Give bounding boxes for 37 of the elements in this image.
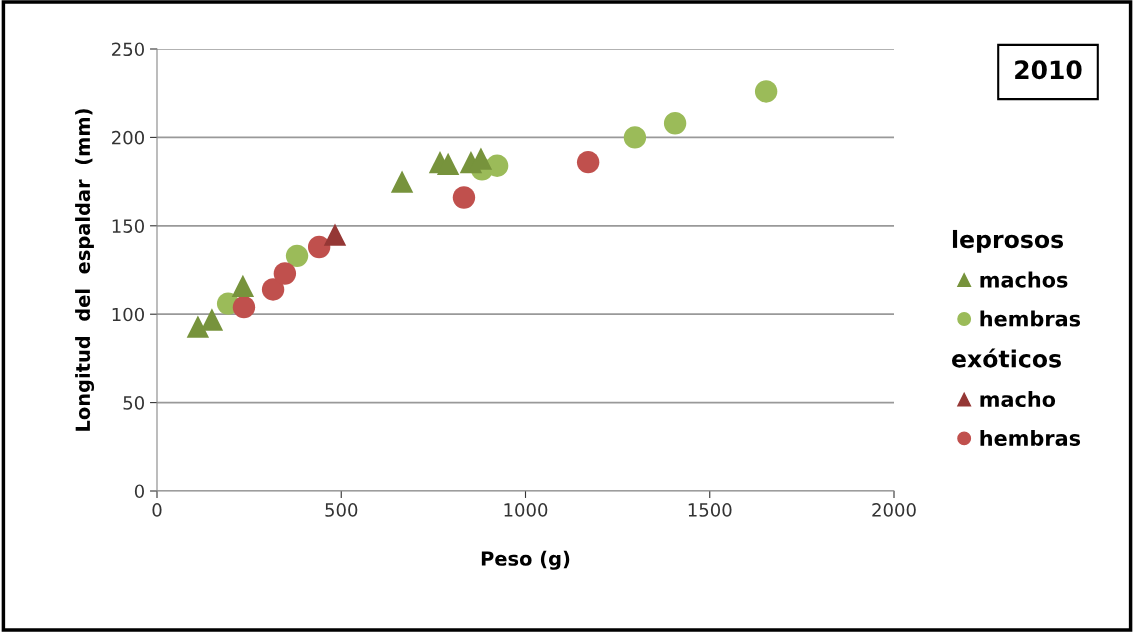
legend-label: macho	[980, 390, 1056, 408]
y-tick-label: 200	[112, 130, 144, 145]
y-axis-title: Longitud del espaldar (mm)	[75, 109, 95, 431]
text: exóticos	[951, 348, 1061, 368]
point	[323, 223, 347, 246]
point	[436, 152, 460, 176]
x-tick-label: 0	[152, 503, 162, 517]
point	[307, 235, 331, 259]
point	[623, 126, 647, 149]
y-tick-label: 250	[112, 42, 144, 57]
x-tick-label: 1000	[504, 503, 548, 517]
x-tick-label: 2000	[872, 503, 916, 517]
point	[390, 170, 414, 193]
point	[273, 262, 297, 285]
legend-label: hembras	[980, 429, 1081, 447]
x-axis-title: Peso (g)	[481, 550, 570, 570]
point	[186, 315, 210, 338]
y-tick-label: 50	[123, 396, 144, 410]
legend-label: machos	[980, 271, 1068, 288]
y-tick-label: 150	[112, 219, 144, 233]
point	[576, 150, 600, 174]
point	[663, 112, 687, 135]
point	[200, 308, 224, 331]
y-tick-label: 100	[112, 307, 144, 322]
point	[754, 80, 778, 103]
text: leprosos	[952, 229, 1064, 253]
point	[452, 186, 476, 209]
y-tick-label: 0	[134, 484, 144, 499]
point	[231, 274, 255, 298]
point	[485, 154, 509, 177]
point	[232, 295, 256, 319]
point	[261, 278, 285, 301]
text: 2010	[1015, 60, 1082, 80]
x-tick-label: 1500	[688, 503, 732, 517]
x-tick-label: 500	[325, 503, 358, 517]
point	[285, 244, 309, 268]
legend-label: hembras	[980, 310, 1081, 327]
